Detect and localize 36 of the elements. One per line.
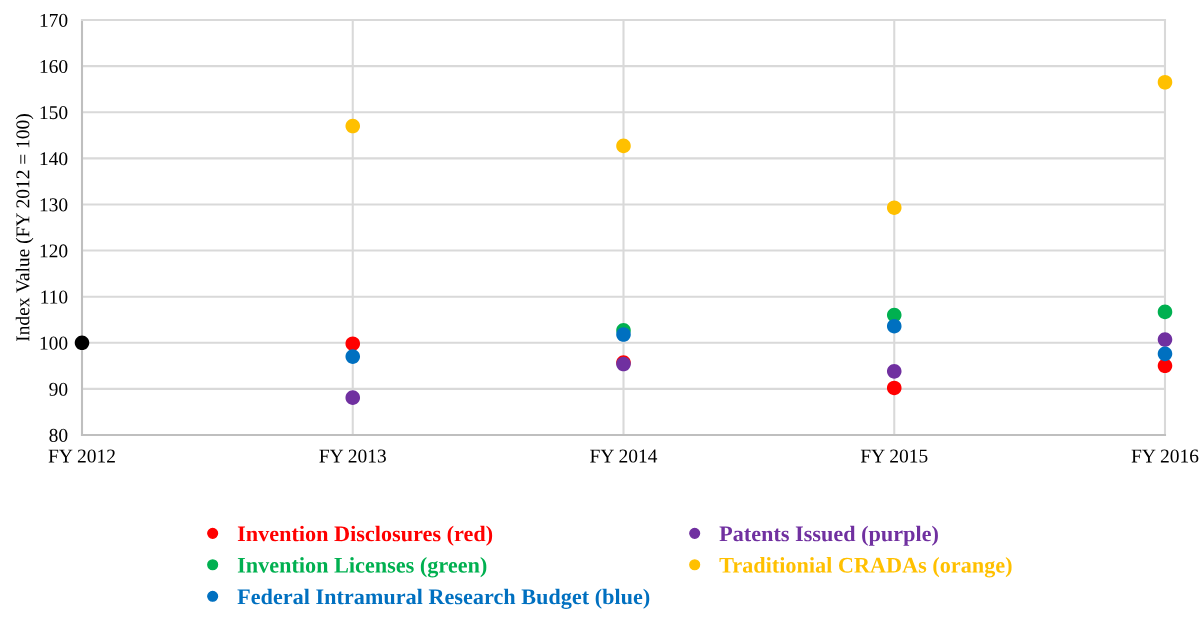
point: [1157, 74, 1173, 90]
y-tick-label: 160: [40, 59, 68, 74]
point: [886, 380, 902, 396]
legend-label: Invention Licenses (green): [237, 557, 487, 578]
point: [345, 336, 361, 351]
point: [74, 335, 90, 351]
x-tick-label: FY 2012: [48, 449, 115, 463]
y-tick-label: 90: [49, 382, 68, 396]
point: [345, 349, 361, 364]
point: [1157, 332, 1173, 347]
y-tick-label: 110: [41, 290, 68, 304]
point: [345, 118, 361, 134]
y-tick-label: 100: [40, 336, 68, 350]
point: [345, 390, 361, 405]
x-tick-label: FY 2015: [860, 449, 928, 463]
point: [886, 318, 902, 334]
y-tick-label: 150: [40, 106, 68, 120]
y-tick-label: 140: [40, 152, 68, 166]
point: [886, 364, 902, 379]
legend-label: Traditionial CRADAs (orange): [719, 557, 1012, 578]
y-tick-label: 170: [40, 13, 68, 27]
y-tick-label: 120: [40, 244, 68, 258]
y-tick-label: 80: [49, 428, 68, 442]
x-tick-label: FY 2016: [1131, 449, 1199, 463]
y-axis-title: Index Value (FY 2012 = 100): [15, 114, 34, 342]
point: [886, 200, 902, 215]
point: [616, 138, 631, 154]
x-tick-label: FY 2014: [590, 449, 658, 463]
legend-label: Invention Disclosures (red): [237, 525, 493, 546]
y-tick-label: 130: [40, 198, 68, 212]
legend-label: Patents Issued (purple): [719, 525, 938, 546]
point: [616, 327, 631, 342]
legend-label: Federal Intramural Research Budget (blue): [237, 588, 650, 609]
point: [1157, 304, 1173, 320]
x-tick-label: FY 2013: [319, 449, 386, 463]
point: [1157, 346, 1173, 362]
